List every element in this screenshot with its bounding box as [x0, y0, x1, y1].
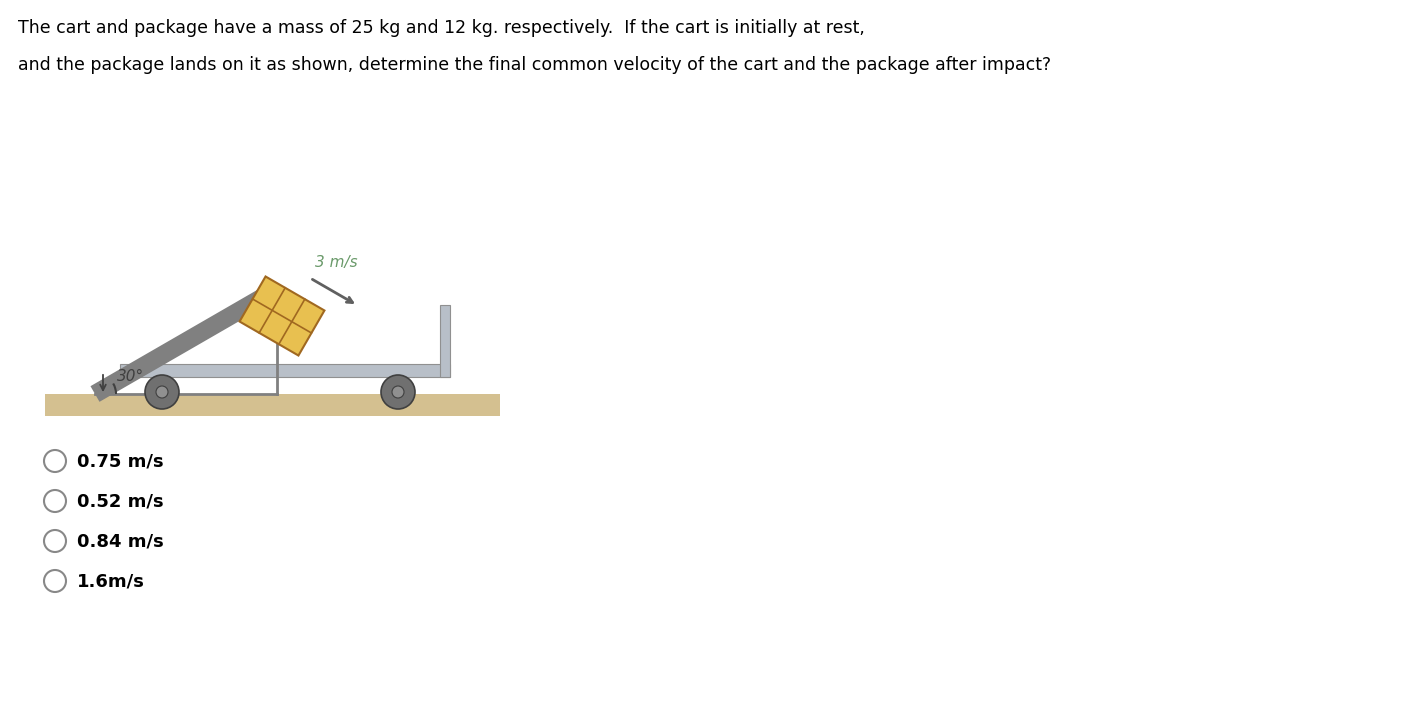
Text: 30°: 30° [117, 369, 145, 384]
Circle shape [392, 386, 405, 398]
Text: 3 m/s: 3 m/s [315, 255, 358, 270]
Text: 0.84 m/s: 0.84 m/s [77, 532, 164, 550]
Text: The cart and package have a mass of 25 kg and 12 kg. respectively.  If the cart : The cart and package have a mass of 25 k… [18, 19, 865, 37]
Bar [440, 305, 450, 377]
Bar [119, 364, 450, 377]
Text: 0.75 m/s: 0.75 m/s [77, 452, 163, 470]
Text: 1.6m/s: 1.6m/s [77, 572, 145, 590]
Circle shape [156, 386, 169, 398]
Text: 0.52 m/s: 0.52 m/s [77, 492, 163, 510]
Polygon shape [240, 276, 325, 355]
Circle shape [145, 375, 178, 409]
Bar [45, 394, 500, 416]
Circle shape [381, 375, 414, 409]
Text: and the package lands on it as shown, determine the final common velocity of the: and the package lands on it as shown, de… [18, 56, 1051, 74]
